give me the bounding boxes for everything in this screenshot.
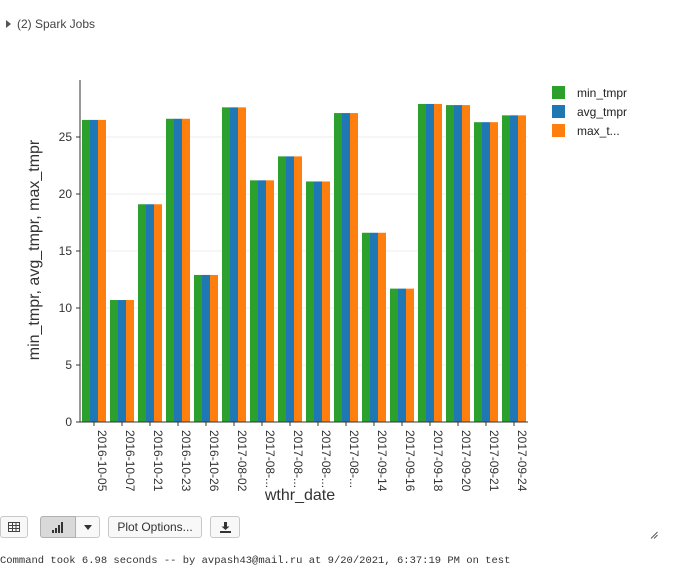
y-tick-label: 15 <box>59 244 73 258</box>
bar-max-t <box>210 274 218 422</box>
x-tick-label: 2017-09-20 <box>459 430 473 492</box>
bar-avg-tmpr <box>314 181 322 422</box>
download-button[interactable] <box>210 516 240 538</box>
x-tick-label: 2017-08-... <box>291 430 305 488</box>
bar-max-t <box>518 115 526 422</box>
bar-avg-tmpr <box>398 288 406 422</box>
bar-avg-tmpr <box>258 180 266 422</box>
spark-jobs-label: (2) Spark Jobs <box>17 17 96 31</box>
legend-item[interactable]: avg_tmpr <box>552 102 627 121</box>
x-tick-label: 2017-08-... <box>347 430 361 488</box>
bar-avg-tmpr <box>510 115 518 422</box>
bar-max-t <box>98 119 106 423</box>
x-tick-label: 2017-09-16 <box>403 430 417 492</box>
bar-max-t <box>434 103 442 422</box>
y-axis-label: min_tmpr, avg_tmpr, max_tmpr <box>26 139 43 360</box>
bar-min-tmpr <box>418 103 426 422</box>
x-tick-label: 2017-09-14 <box>375 430 389 492</box>
legend-swatch <box>552 86 565 99</box>
y-tick-label: 10 <box>59 301 73 315</box>
y-tick-label: 20 <box>59 187 73 201</box>
bar-chart: 0 5 10 15 20 25 2016-10-05 2016-10-07 2016-10-21… <box>26 80 529 504</box>
bar-min-tmpr <box>194 274 202 422</box>
bar-avg-tmpr <box>342 113 350 422</box>
table-icon <box>8 522 20 532</box>
bar-max-t <box>238 107 246 423</box>
expand-triangle-icon <box>6 20 11 28</box>
x-tick-label: 2016-10-07 <box>123 430 137 492</box>
x-tick-label: 2017-08-02 <box>235 430 249 492</box>
legend-item[interactable]: min_tmpr <box>552 83 627 102</box>
x-tick-label: 2017-09-24 <box>515 430 529 492</box>
bar-max-t <box>182 118 190 422</box>
x-tick-label: 2016-10-21 <box>151 430 165 492</box>
chart-type-dropdown[interactable] <box>76 516 100 538</box>
x-tick-label: 2016-10-26 <box>207 430 221 492</box>
bar-min-tmpr <box>110 300 118 422</box>
bar-min-tmpr <box>334 113 342 422</box>
bar-min-tmpr <box>502 115 510 422</box>
bar-avg-tmpr <box>482 122 490 423</box>
bar-max-t <box>266 180 274 422</box>
bar-max-t <box>406 288 414 422</box>
bar-max-t <box>154 204 162 422</box>
legend-item[interactable]: max_t... <box>552 121 627 140</box>
bar-avg-tmpr <box>118 300 126 422</box>
plot-options-button[interactable]: Plot Options... <box>108 516 202 538</box>
bar-max-t <box>462 105 470 422</box>
bar-avg-tmpr <box>230 107 238 423</box>
bar-avg-tmpr <box>174 118 182 422</box>
x-axis-label: wthr_date <box>264 487 335 504</box>
legend-swatch <box>552 124 565 137</box>
resize-handle-icon[interactable] <box>650 531 658 539</box>
bar-avg-tmpr <box>454 105 462 422</box>
chart-view-button[interactable] <box>40 516 76 538</box>
chart-legend: min_tmpr avg_tmpr max_t... <box>552 83 627 140</box>
bar-max-t <box>378 232 386 422</box>
bar-min-tmpr <box>278 156 286 422</box>
bar-max-t <box>126 300 134 422</box>
bar-avg-tmpr <box>202 274 210 422</box>
legend-label: avg_tmpr <box>577 104 628 119</box>
download-icon <box>219 521 231 533</box>
x-tick-label: 2016-10-05 <box>95 430 109 492</box>
x-tick-label: 2017-09-21 <box>487 430 501 492</box>
bar-min-tmpr <box>82 119 90 423</box>
bar-avg-tmpr <box>370 232 378 422</box>
bar-max-t <box>350 113 358 422</box>
x-tick-label: 2017-08-... <box>319 430 333 488</box>
bar-min-tmpr <box>446 105 454 422</box>
bar-max-t <box>294 156 302 422</box>
bar-min-tmpr <box>166 118 174 422</box>
legend-swatch <box>552 105 565 118</box>
legend-label: max_t... <box>577 123 620 138</box>
bar-avg-tmpr <box>146 204 154 422</box>
bar-avg-tmpr <box>286 156 294 422</box>
chevron-down-icon <box>83 524 92 530</box>
bar-min-tmpr <box>222 107 230 423</box>
x-tick-label: 2017-09-18 <box>431 430 445 492</box>
plot-options-label: Plot Options... <box>117 520 193 534</box>
bar-avg-tmpr <box>90 119 98 423</box>
bar-min-tmpr <box>390 288 398 422</box>
bar-max-t <box>322 181 330 422</box>
y-tick-label: 25 <box>59 130 73 144</box>
legend-label: min_tmpr <box>577 85 628 100</box>
bar-max-t <box>490 122 498 423</box>
command-status: Command took 6.98 seconds -- by avpash43… <box>0 555 511 567</box>
bar-avg-tmpr <box>426 103 434 422</box>
spark-jobs-toggle[interactable]: (2) Spark Jobs <box>6 17 95 31</box>
y-tick-label: 0 <box>65 415 72 429</box>
table-view-button[interactable] <box>0 516 28 538</box>
bar-min-tmpr <box>250 180 258 422</box>
bar-min-tmpr <box>306 181 314 422</box>
x-tick-label: 2016-10-23 <box>179 430 193 492</box>
bar-min-tmpr <box>138 204 146 422</box>
x-tick-label: 2017-08-... <box>263 430 277 488</box>
chart-toolbar: Plot Options... <box>0 515 240 539</box>
bar-min-tmpr <box>474 122 482 423</box>
bar-min-tmpr <box>362 232 370 422</box>
y-tick-label: 5 <box>65 358 72 372</box>
bar-chart-icon <box>52 521 63 533</box>
